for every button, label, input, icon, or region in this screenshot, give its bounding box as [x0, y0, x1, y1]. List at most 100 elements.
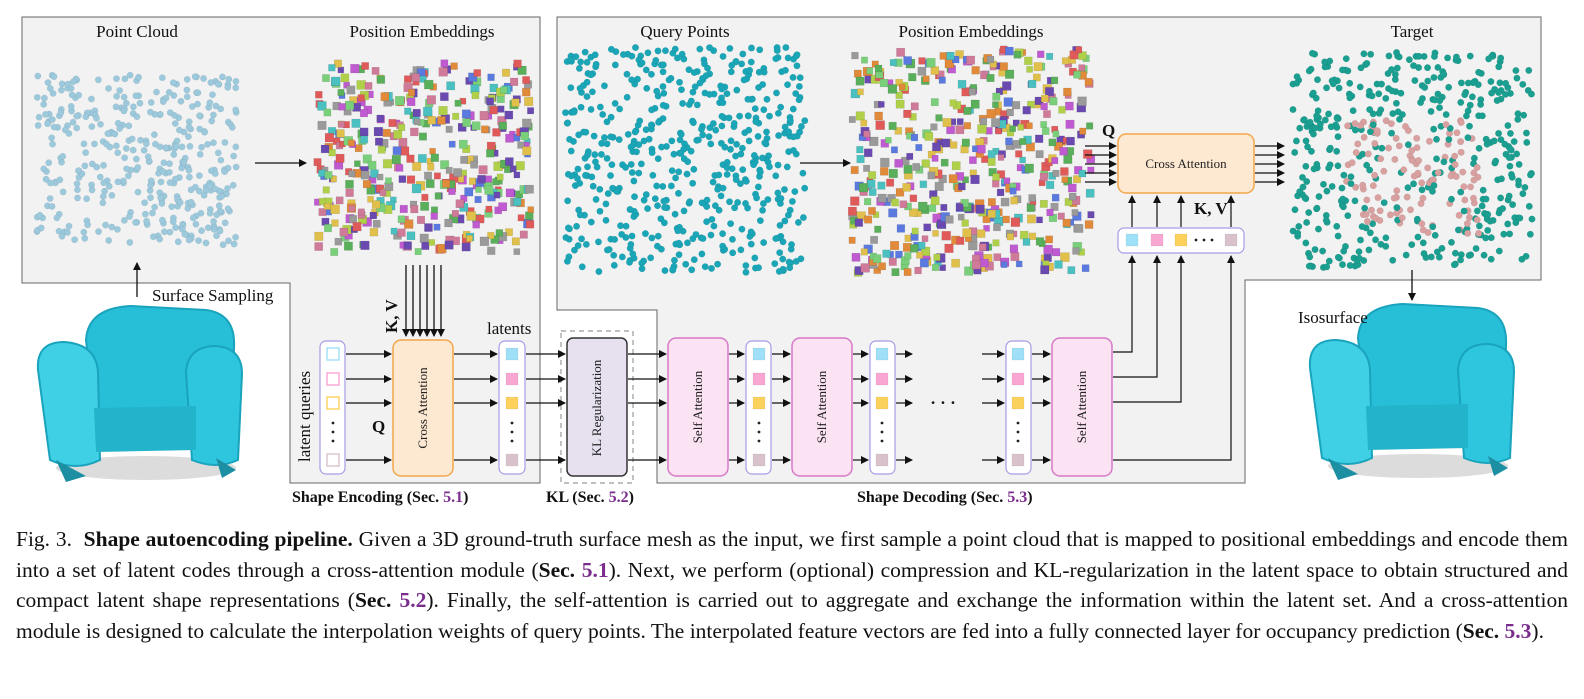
query-point-dot	[737, 246, 745, 254]
point-cloud-dot	[48, 116, 56, 123]
target-point-dot	[1325, 110, 1333, 118]
embedding-cube	[880, 139, 890, 148]
query-point-dot	[718, 122, 726, 130]
target-point-dot	[1413, 215, 1421, 223]
target-point-dot	[1294, 229, 1302, 237]
embedding-cube	[1069, 50, 1079, 60]
point-cloud-dot	[166, 109, 174, 117]
embedding-cube	[888, 208, 898, 218]
query-point-dot	[728, 165, 736, 173]
embedding-cube	[320, 144, 330, 154]
embedding-cube	[861, 56, 868, 64]
embedding-cube	[968, 88, 976, 96]
embedding-cube	[1075, 46, 1083, 54]
embedding-cube	[400, 146, 410, 156]
target-point-dot	[1497, 54, 1505, 62]
target-point-dot	[1430, 74, 1438, 82]
target-point-dot	[1431, 96, 1439, 104]
embedding-cube	[352, 222, 362, 232]
target-point-dot	[1371, 171, 1379, 179]
query-point-dot	[581, 171, 589, 179]
embedding-cube	[895, 188, 905, 197]
embedding-cube	[403, 75, 412, 83]
query-point-dot	[592, 195, 600, 203]
query-point-dot	[591, 151, 599, 159]
query-point-dot	[742, 199, 750, 207]
embedding-cube	[418, 132, 427, 141]
point-cloud-dot	[100, 161, 107, 169]
target-point-dot	[1465, 213, 1473, 221]
ellipsis-dot	[510, 439, 514, 443]
target-point-dot	[1392, 134, 1400, 142]
target-point-dot	[1348, 159, 1356, 167]
embedding-cube	[484, 175, 493, 183]
target-point-dot	[1414, 233, 1422, 241]
token-cell	[1011, 372, 1025, 386]
embedding-cube	[902, 183, 911, 192]
embedding-cube	[330, 204, 340, 215]
target-point-dot	[1382, 234, 1390, 242]
query-point-dot	[742, 177, 750, 185]
embedding-cube	[354, 160, 361, 167]
point-cloud-dot	[123, 165, 130, 173]
point-cloud-dot	[48, 202, 56, 210]
target-point-dot	[1411, 77, 1419, 85]
query-point-dot	[710, 222, 718, 230]
target-point-dot	[1467, 183, 1475, 191]
target-point-dot	[1460, 183, 1468, 191]
point-cloud-dot	[82, 149, 90, 156]
target-point-dot	[1374, 194, 1382, 202]
target-point-dot	[1391, 70, 1399, 78]
target-point-dot	[1408, 241, 1416, 249]
embedding-cube	[427, 163, 435, 171]
embedding-cube	[1079, 127, 1087, 135]
target-point-dot	[1356, 83, 1364, 91]
target-point-dot	[1393, 49, 1401, 57]
embedding-cube	[513, 171, 521, 179]
embedding-cube	[896, 224, 906, 233]
point-cloud-dot	[64, 80, 72, 88]
embedding-cube	[444, 240, 454, 250]
embedding-cube	[894, 159, 903, 168]
target-point-dot	[1376, 207, 1384, 215]
embedding-cube	[505, 133, 515, 143]
embedding-cube	[498, 121, 508, 130]
embedding-cube	[430, 212, 438, 220]
embedding-cube	[1035, 134, 1044, 143]
latent-to-cross-attention-arrows	[1113, 195, 1235, 461]
point-cloud-dot	[93, 163, 101, 171]
ellipsis-dot	[1194, 238, 1198, 242]
target-point-dot	[1378, 144, 1386, 152]
point-cloud-dot	[104, 130, 112, 137]
embedding-cube	[1006, 108, 1014, 117]
target-point-dot	[1506, 230, 1514, 238]
embedding-cube	[1067, 266, 1076, 275]
query-point-dot	[698, 250, 706, 258]
embedding-cube	[335, 153, 345, 163]
self-attention-block-2	[791, 337, 853, 477]
embedding-cube	[390, 227, 398, 235]
embedding-cube	[433, 172, 441, 180]
target-point-dot	[1464, 79, 1472, 87]
target-point-dot	[1335, 84, 1343, 92]
embedding-cube	[1039, 199, 1048, 208]
embedding-cube	[421, 193, 429, 201]
point-cloud-dot	[183, 76, 191, 83]
embedding-cube	[909, 194, 918, 203]
point-cloud-dot	[232, 77, 240, 85]
target-point-dot	[1355, 248, 1363, 256]
embedding-cube	[493, 191, 501, 199]
embedding-cube	[356, 80, 366, 90]
target-point-dot	[1304, 143, 1312, 151]
query-point-dot	[570, 246, 578, 254]
point-cloud-dot	[196, 150, 204, 158]
target-point-dot	[1398, 214, 1406, 222]
embedding-cube	[361, 62, 370, 70]
target-point-dot	[1427, 107, 1435, 115]
target-point-dot	[1316, 120, 1324, 128]
target-point-dot	[1506, 129, 1514, 137]
embedding-cube	[987, 209, 996, 219]
query-point-dot	[751, 254, 759, 262]
embedding-cube	[1015, 150, 1023, 158]
query-point-dot	[626, 205, 634, 213]
